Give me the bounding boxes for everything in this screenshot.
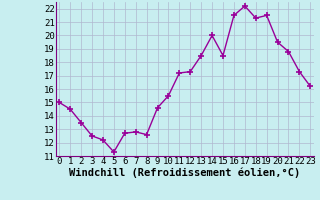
X-axis label: Windchill (Refroidissement éolien,°C): Windchill (Refroidissement éolien,°C): [69, 168, 300, 178]
